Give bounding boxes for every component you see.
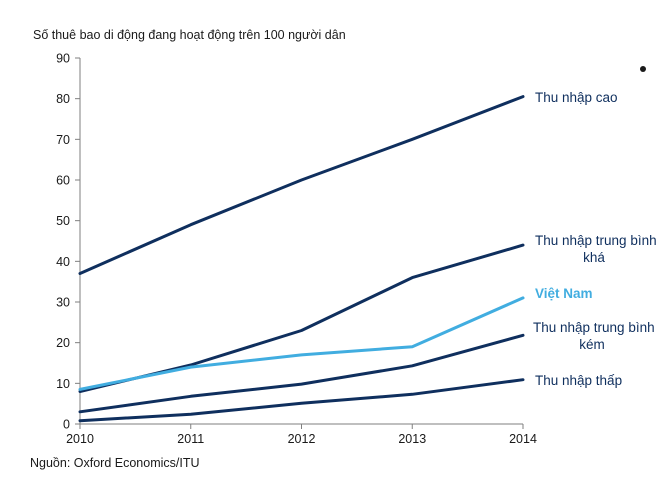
x-tick-label: 2012 xyxy=(288,432,316,446)
series-label-line: khá xyxy=(583,250,605,265)
x-tick-label: 2014 xyxy=(509,432,537,446)
x-tick-label: 2013 xyxy=(398,432,426,446)
series-line-3 xyxy=(78,296,525,391)
y-tick-label: 30 xyxy=(56,296,70,310)
series-label-line: Thu nhập cao xyxy=(535,90,618,105)
x-tick-label: 2011 xyxy=(177,432,204,446)
series-line-1 xyxy=(78,95,525,275)
y-tick-label: 10 xyxy=(56,377,70,391)
y-tick-label: 40 xyxy=(56,255,70,269)
y-tick-label: 60 xyxy=(56,174,70,188)
series-label-line: Việt Nam xyxy=(535,286,593,301)
series-label-4: Thu nhập trung bình kém xyxy=(533,320,655,352)
series-label-line: Thu nhập trung bình xyxy=(535,233,657,248)
series-label-1: Thu nhập cao xyxy=(535,90,618,105)
series-label-line: Thu nhập trung bình xyxy=(533,320,655,335)
chart-source: Nguồn: Oxford Economics/ITU xyxy=(30,456,200,470)
series-label-line: kém xyxy=(579,337,605,352)
y-tick-label: 50 xyxy=(56,214,70,228)
bullet-dot xyxy=(640,66,646,72)
series-label-line: Thu nhập thấp xyxy=(535,373,622,388)
series-label-5: Thu nhập thấp xyxy=(535,373,622,388)
series-label-3: Việt Nam xyxy=(535,286,593,301)
y-tick-label: 80 xyxy=(56,92,70,106)
series-line-5 xyxy=(78,378,525,423)
series-line-2 xyxy=(78,243,525,393)
series-line-4 xyxy=(78,333,525,414)
x-tick-label: 2010 xyxy=(66,432,94,446)
y-tick-label: 0 xyxy=(63,418,70,432)
y-tick-label: 90 xyxy=(56,52,70,66)
y-tick-label: 20 xyxy=(56,336,70,350)
chart-title: Số thuê bao di động đang hoạt động trên … xyxy=(33,28,346,42)
series-label-2: Thu nhập trung bình khá xyxy=(535,233,657,265)
y-tick-label: 70 xyxy=(56,133,70,147)
